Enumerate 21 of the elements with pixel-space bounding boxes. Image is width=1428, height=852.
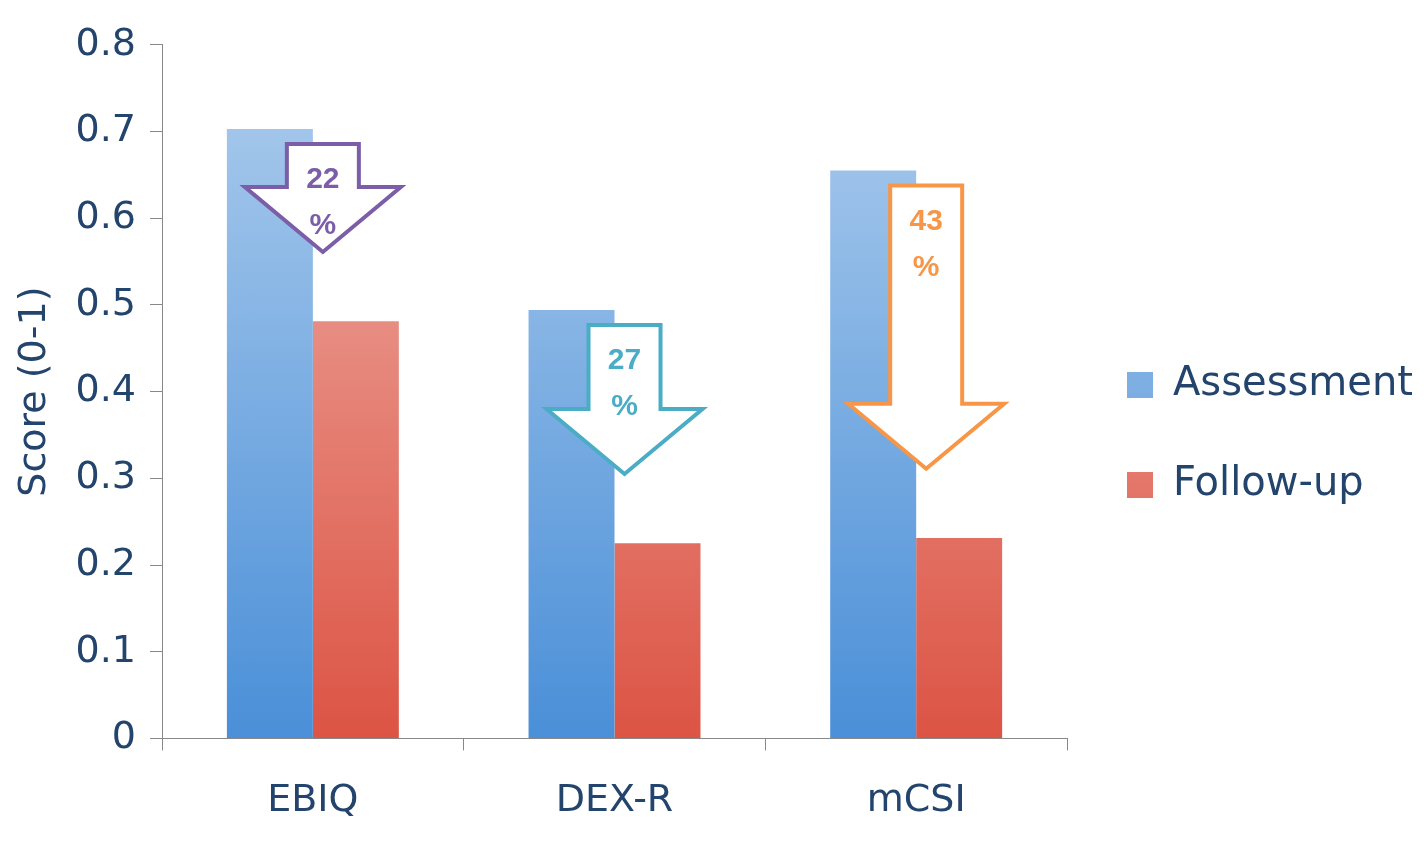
y-tick-label: 0.7 bbox=[75, 106, 137, 151]
y-tick-label: 0 bbox=[111, 713, 137, 758]
bar bbox=[614, 543, 701, 738]
y-tick-label: 0.3 bbox=[75, 453, 137, 498]
bar bbox=[916, 538, 1003, 738]
x-tick-label: mCSI bbox=[866, 776, 966, 821]
bar bbox=[312, 321, 399, 738]
y-tick-label: 0.4 bbox=[75, 366, 137, 411]
y-tick-label: 0.1 bbox=[75, 626, 137, 671]
annotation: 43 % bbox=[909, 202, 943, 282]
y-tick-label: 0.2 bbox=[75, 539, 137, 584]
annotation: 27 % bbox=[607, 342, 642, 422]
y-tick-label: 0.5 bbox=[75, 279, 137, 324]
x-tick-label: DEX-R bbox=[555, 776, 674, 821]
y-tick-label: 0.6 bbox=[75, 193, 137, 238]
legend-label: Follow-up bbox=[1173, 458, 1364, 505]
legend-label: Assessment bbox=[1173, 358, 1413, 405]
x-tick-label: EBIQ bbox=[267, 776, 359, 821]
y-tick-label: 0.8 bbox=[75, 19, 137, 64]
y-axis-title: Score (0-1) bbox=[9, 286, 54, 497]
annotation: 22 % bbox=[306, 160, 340, 240]
